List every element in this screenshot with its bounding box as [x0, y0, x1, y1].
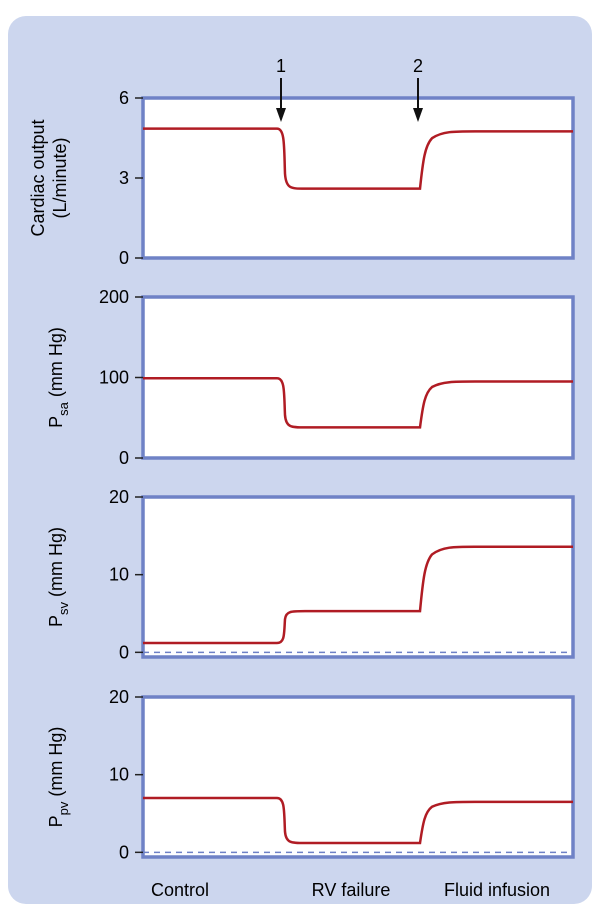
x-category-label-2: Fluid infusion	[444, 880, 550, 900]
y-axis-label-line: (L/minute)	[50, 137, 70, 218]
event-arrow-head-2	[413, 108, 423, 122]
plot-area-ppv	[141, 695, 575, 859]
y-axis-label-subscript: sv	[56, 601, 71, 615]
y-axis-label-units: (mm Hg)	[46, 727, 66, 802]
x-category-label-1: RV failure	[312, 880, 391, 900]
y-tick-label-co-6: 6	[119, 88, 129, 108]
y-tick-label-psa-0: 0	[119, 448, 129, 468]
y-axis-label-main: P	[46, 416, 66, 428]
y-axis-label-subscript: sa	[56, 401, 71, 416]
series-line-co-0	[143, 127, 573, 190]
y-tick-label-psa-100: 100	[99, 368, 129, 388]
y-axis-label-subscript: pv	[56, 801, 71, 815]
x-category-label-0: Control	[151, 880, 209, 900]
y-axis-label-ppv: Ppv (mm Hg)	[46, 727, 71, 828]
series-line-psv-0	[143, 545, 573, 645]
y-axis-label-main: P	[46, 815, 66, 827]
y-tick-label-psv-20: 20	[109, 487, 129, 507]
y-axis-label-units: (mm Hg)	[46, 527, 66, 602]
y-tick-label-ppv-20: 20	[109, 687, 129, 707]
plot-area-co	[141, 96, 575, 260]
y-axis-label-psv: Psv (mm Hg)	[46, 527, 71, 627]
y-tick-label-psv-0: 0	[119, 642, 129, 662]
y-tick-label-co-3: 3	[119, 168, 129, 188]
y-axis-label-psa: Psa (mm Hg)	[46, 327, 71, 428]
series-line-ppv-0	[143, 796, 573, 845]
y-axis-label-main: P	[46, 615, 66, 627]
y-tick-label-psa-200: 200	[99, 287, 129, 307]
plot-area-psv	[141, 495, 575, 659]
event-label-1: 1	[276, 56, 286, 76]
series-line-psa-0	[143, 377, 573, 429]
y-axis-label-line: Cardiac output	[28, 119, 48, 236]
y-tick-label-ppv-0: 0	[119, 842, 129, 862]
y-axis-label-co: Cardiac output (L/minute)	[28, 119, 70, 236]
y-tick-label-psv-10: 10	[109, 565, 129, 585]
y-tick-label-co-0: 0	[119, 248, 129, 268]
event-label-2: 2	[413, 56, 423, 76]
y-axis-label-units: (mm Hg)	[46, 327, 66, 402]
y-tick-label-ppv-10: 10	[109, 765, 129, 785]
event-arrow-head-1	[276, 108, 286, 122]
